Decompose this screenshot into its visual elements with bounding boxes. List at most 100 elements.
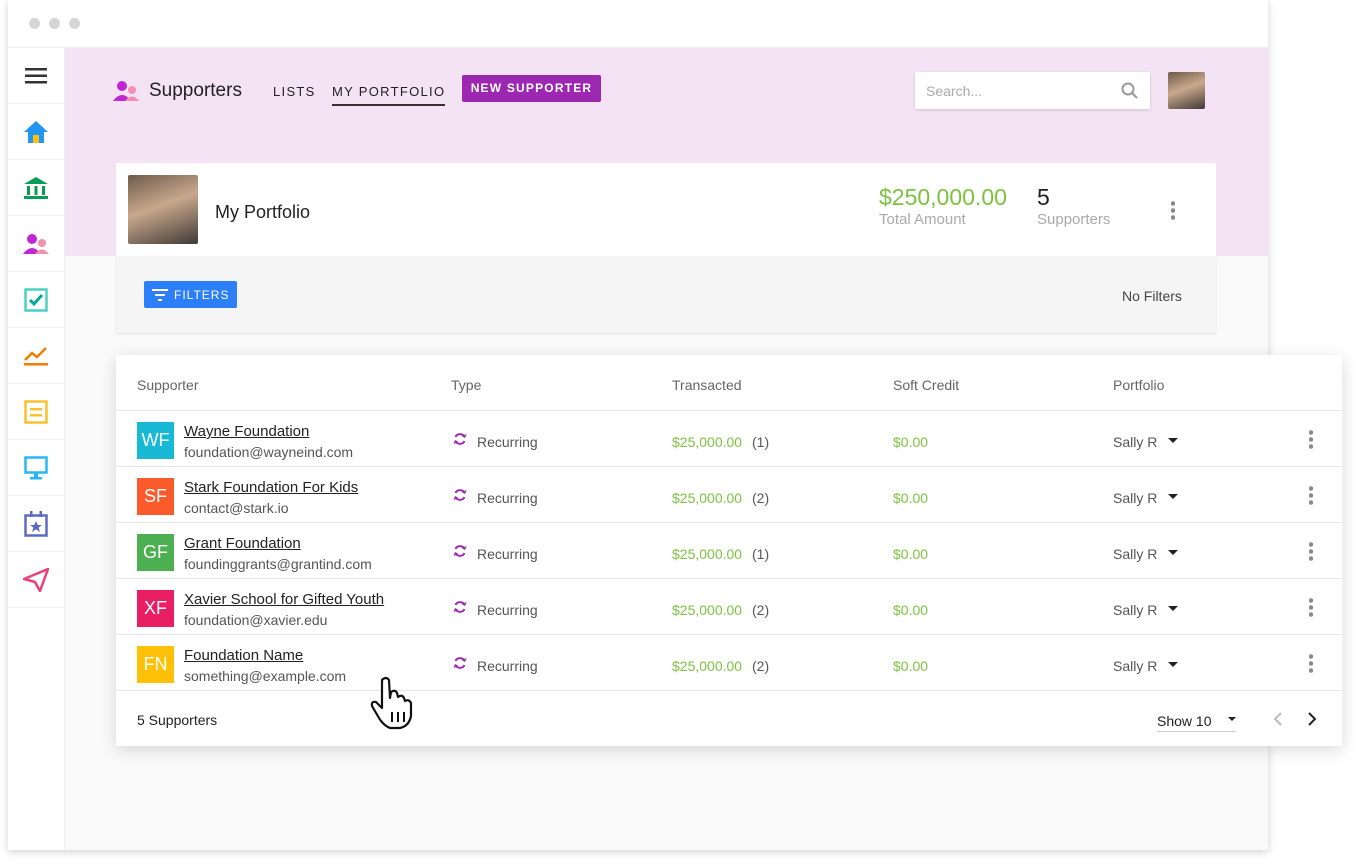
recurring-icon [453, 432, 467, 451]
search-box[interactable]: Search... [915, 72, 1150, 109]
cursor-hand [370, 676, 420, 735]
supporter-name[interactable]: Stark Foundation For Kids [184, 479, 359, 496]
tab[interactable]: LISTS [273, 84, 316, 99]
next-page[interactable] [1307, 711, 1317, 732]
supporter-email: contact@stark.io [184, 500, 289, 516]
soft-credit: $0.00 [893, 658, 929, 674]
supporter-name[interactable]: Xavier School for Gifted Youth [184, 591, 385, 608]
prev-page[interactable] [1273, 711, 1283, 732]
recurring-icon [453, 600, 467, 619]
dropdown-arrow[interactable] [1168, 438, 1178, 443]
nav-home[interactable] [8, 104, 64, 160]
table-row: XF Xavier School for Gifted Youth foundati… [116, 578, 1342, 635]
nav-supporters[interactable] [8, 216, 64, 272]
initials-avatar: FN [137, 646, 174, 683]
portfolio-owner[interactable]: Sally R [1113, 658, 1158, 674]
transacted: $25,000.00 [672, 602, 743, 618]
filters-button[interactable]: FILTERS [144, 281, 237, 308]
column-header[interactable]: Transacted [672, 377, 742, 393]
table-footer: 5 Supporters Show 10 [116, 690, 1342, 747]
type: Recurring [477, 602, 538, 618]
nav-calendar[interactable] [8, 496, 64, 552]
column-header[interactable]: Portfolio [1113, 377, 1165, 393]
window-dot [49, 18, 60, 29]
dropdown-arrow[interactable] [1168, 606, 1178, 611]
filter-icon [152, 288, 168, 307]
supporter-email: something@example.com [184, 668, 347, 684]
nav-notes[interactable] [8, 384, 64, 440]
supporter-name[interactable]: Grant Foundation [184, 535, 301, 552]
soft-credit: $0.00 [893, 434, 929, 450]
select-arrow [1228, 717, 1236, 721]
recurring-icon [453, 544, 467, 563]
total-label: Total Amount [879, 211, 966, 228]
recurring-icon [453, 488, 467, 507]
table-row: WF Wayne Foundation foundation@wayneind.co… [116, 410, 1342, 467]
initials-avatar: SF [137, 478, 174, 515]
supporter-email: foundation@xavier.edu [184, 612, 328, 628]
transacted: $25,000.00 [672, 434, 743, 450]
nav-reports[interactable] [8, 328, 64, 384]
initials-avatar: XF [137, 590, 174, 627]
portfolio-owner[interactable]: Sally R [1113, 546, 1158, 562]
type: Recurring [477, 434, 538, 450]
sidebar [8, 48, 65, 850]
supporters-label: Supporters [1037, 211, 1111, 228]
portfolio-card: My Portfolio $250,000.00 Total Amount 5 Supp… [116, 163, 1216, 256]
dropdown-arrow[interactable] [1168, 662, 1178, 667]
kebab[interactable] [1171, 200, 1175, 220]
initials-avatar: GF [137, 534, 174, 571]
menu-button[interactable] [8, 48, 64, 104]
column-header[interactable]: Type [451, 377, 482, 393]
row-menu[interactable] [1309, 485, 1313, 505]
nav-tasks[interactable] [8, 272, 64, 328]
initials-avatar: WF [137, 422, 174, 459]
transacted: $25,000.00 [672, 490, 743, 506]
new-supporter-button[interactable]: NEW SUPPORTER [462, 75, 601, 102]
supporter-name[interactable]: Foundation Name [184, 647, 304, 664]
row-menu[interactable] [1309, 541, 1313, 561]
supporter-email: foundation@wayneind.com [184, 444, 354, 460]
row-menu[interactable] [1309, 597, 1313, 617]
portfolio-owner[interactable]: Sally R [1113, 434, 1158, 450]
table-row: GF Grant Foundation foundinggrants@grantin… [116, 522, 1342, 579]
transacted: $25,000.00 [672, 658, 743, 674]
user-avatar[interactable] [1168, 72, 1205, 109]
nav-bank[interactable] [8, 160, 64, 216]
type: Recurring [477, 658, 538, 674]
portfolio-name: My Portfolio [215, 202, 311, 222]
tab-active[interactable]: MY PORTFOLIO [332, 84, 446, 106]
supporter-name[interactable]: Wayne Foundation [184, 423, 310, 440]
column-header[interactable]: Supporter [137, 377, 199, 393]
total-amount: $250,000.00 [879, 184, 1007, 210]
soft-credit: $0.00 [893, 602, 929, 618]
window-dot [69, 18, 80, 29]
transaction-count: (2) [752, 602, 770, 618]
supporters-count: 5 [1037, 184, 1050, 210]
page-size-select[interactable]: Show 10 [1157, 713, 1236, 732]
title-bar [8, 0, 1268, 48]
row-menu[interactable] [1309, 653, 1313, 673]
nav-send[interactable] [8, 552, 64, 608]
search-placeholder: Search... [926, 83, 983, 99]
portfolio-owner[interactable]: Sally R [1113, 490, 1158, 506]
nav-screen[interactable] [8, 440, 64, 496]
transaction-count: (1) [752, 434, 770, 450]
transaction-count: (1) [752, 546, 770, 562]
soft-credit: $0.00 [893, 546, 929, 562]
portfolio-owner[interactable]: Sally R [1113, 602, 1158, 618]
filter-status: No Filters [1122, 288, 1182, 304]
transaction-count: (2) [752, 658, 770, 674]
dropdown-arrow[interactable] [1168, 494, 1178, 499]
row-menu[interactable] [1309, 429, 1313, 449]
user-avatar[interactable] [128, 175, 198, 244]
recurring-icon [453, 656, 467, 675]
table-row: SF Stark Foundation For Kids contact@stark… [116, 466, 1342, 523]
transacted: $25,000.00 [672, 546, 743, 562]
search-icon [1121, 82, 1139, 105]
column-header[interactable]: Soft Credit [893, 377, 960, 393]
dropdown-arrow[interactable] [1168, 550, 1178, 555]
